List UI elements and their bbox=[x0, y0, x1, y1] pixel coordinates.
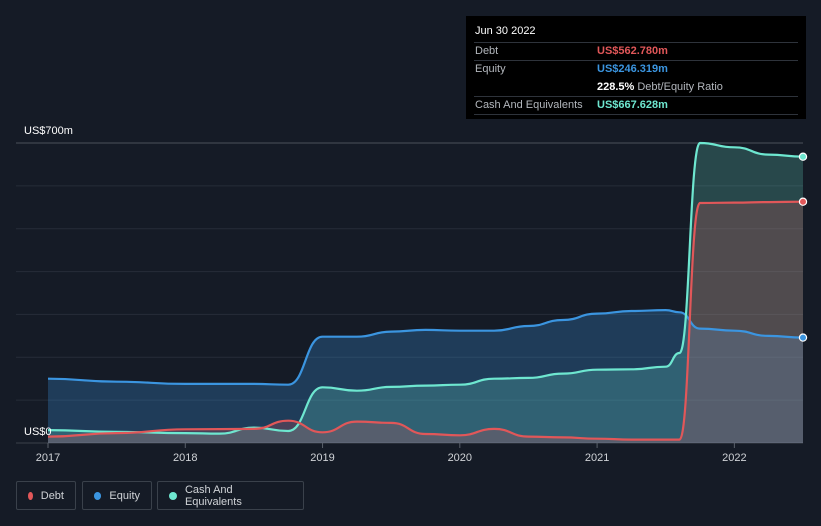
legend-equity-dot bbox=[94, 491, 102, 500]
tooltip-debt-value: US$562.780m bbox=[597, 45, 668, 57]
x-tick-label: 2020 bbox=[448, 452, 472, 464]
cash-endpoint bbox=[798, 152, 808, 161]
y-tick-label: US$700m bbox=[24, 125, 73, 137]
tooltip-row-ratio: 228.5% Debt/Equity Ratio bbox=[474, 78, 798, 96]
debt-area bbox=[48, 201, 803, 443]
debt-endpoint bbox=[798, 197, 808, 206]
tooltip-ratio-value: 228.5% bbox=[597, 81, 635, 93]
tooltip-cash-label: Cash And Equivalents bbox=[475, 99, 583, 111]
tooltip-equity-value: US$246.319m bbox=[597, 63, 668, 75]
cash-area bbox=[48, 143, 803, 443]
legend-cash-dot bbox=[169, 491, 177, 500]
tooltip-row-cash: Cash And Equivalents US$667.628m bbox=[474, 96, 798, 115]
series-lines bbox=[47, 141, 804, 441]
grid bbox=[16, 142, 803, 444]
series-areas bbox=[48, 143, 803, 443]
legend-equity[interactable]: Equity bbox=[82, 481, 152, 510]
tooltip-cash-value: US$667.628m bbox=[597, 99, 668, 111]
equity-line bbox=[47, 309, 804, 386]
y-tick-label: US$0 bbox=[24, 426, 52, 438]
legend-debt[interactable]: Debt bbox=[16, 481, 76, 510]
tooltip-row-debt: Debt US$562.780m bbox=[474, 42, 798, 60]
legend-cash[interactable]: Cash And Equivalents bbox=[157, 481, 304, 510]
tooltip-ratio-label: Debt/Equity Ratio bbox=[637, 81, 723, 93]
tooltip-debt-label: Debt bbox=[475, 45, 499, 57]
x-tick-label: 2022 bbox=[722, 452, 746, 464]
equity-endpoint bbox=[798, 333, 808, 342]
y-axis: US$0 US$700m bbox=[24, 125, 73, 438]
legend-equity-label: Equity bbox=[109, 489, 140, 502]
tooltip-row-equity: Equity US$246.319m bbox=[474, 60, 798, 78]
x-axis: 2017 2018 2019 2020 2021 2022 bbox=[36, 443, 747, 464]
series-endpoints bbox=[798, 152, 808, 342]
legend-debt-label: Debt bbox=[40, 489, 64, 502]
tooltip-date: Jun 30 2022 bbox=[475, 25, 536, 37]
equity-area bbox=[48, 310, 803, 443]
legend-debt-dot bbox=[28, 491, 33, 500]
tooltip-equity-label: Equity bbox=[475, 63, 506, 75]
x-tick-label: 2021 bbox=[585, 452, 609, 464]
legend-cash-label: Cash And Equivalents bbox=[184, 483, 242, 508]
tooltip: Jun 30 2022 Debt US$562.780m Equity US$2… bbox=[466, 16, 806, 119]
x-tick-label: 2019 bbox=[310, 452, 334, 464]
cash-line bbox=[47, 141, 804, 435]
x-tick-label: 2018 bbox=[173, 452, 197, 464]
x-tick-label: 2017 bbox=[36, 452, 60, 464]
debt-line bbox=[47, 200, 804, 441]
